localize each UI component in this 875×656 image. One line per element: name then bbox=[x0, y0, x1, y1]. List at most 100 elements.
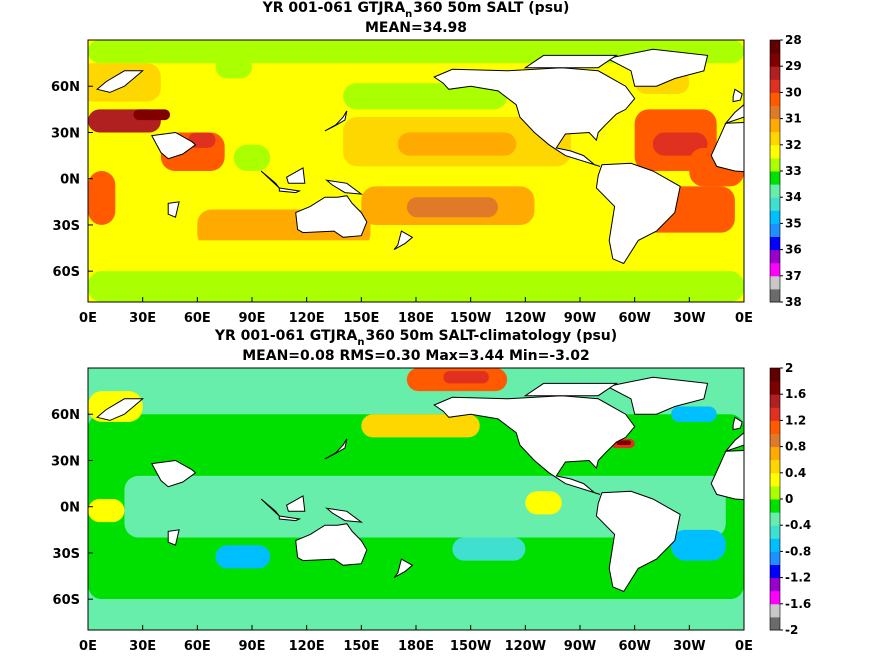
x-tick-label: 60E bbox=[184, 311, 211, 326]
landmass-5 bbox=[605, 376, 709, 415]
y-tick-label: 0N bbox=[60, 173, 80, 188]
colorbar-swatch bbox=[770, 40, 780, 54]
landmass-12 bbox=[324, 438, 348, 460]
x-tick-label: 120W bbox=[505, 639, 546, 654]
colorbar-swatch bbox=[770, 538, 780, 552]
value-region-1 bbox=[124, 475, 726, 538]
landmass-1 bbox=[151, 131, 197, 160]
value-region-6 bbox=[652, 132, 708, 156]
landmass-0 bbox=[710, 449, 744, 501]
colorbar-swatch bbox=[770, 53, 780, 67]
colorbar-swatch bbox=[770, 590, 780, 605]
x-tick-label: 0E bbox=[735, 311, 753, 326]
colorbar-swatch bbox=[770, 210, 780, 224]
value-region-2 bbox=[215, 545, 271, 569]
landmass-5 bbox=[605, 48, 709, 87]
colorbar-swatch bbox=[770, 197, 780, 211]
colorbar-swatch bbox=[770, 236, 780, 251]
colorbar-tick-label: 0 bbox=[785, 492, 793, 506]
y-axis-ticks: 60N 30N 0N 30S 60S bbox=[51, 408, 93, 608]
landmass-13 bbox=[167, 201, 180, 218]
colorbar-tick-label: 38 bbox=[785, 295, 802, 309]
x-tick-label: 90W bbox=[564, 639, 596, 654]
colorbar-swatch bbox=[770, 472, 780, 487]
y-tick-label: 30N bbox=[51, 126, 80, 141]
colorbar-swatch bbox=[770, 157, 780, 172]
y-tick-label: 30S bbox=[53, 547, 80, 562]
landmass-2 bbox=[724, 432, 744, 453]
salinity-anomaly-map-panel: YR 001-061 GTJRAn360 50m SALT-climatolog… bbox=[51, 328, 811, 654]
colorbar-tick-label: -0.8 bbox=[785, 544, 811, 558]
value-region-13 bbox=[88, 499, 125, 523]
colorbar-swatch bbox=[770, 407, 780, 421]
colorbar-swatch bbox=[770, 275, 780, 290]
y-tick-label: 60N bbox=[51, 80, 80, 95]
value-region-12 bbox=[233, 144, 271, 171]
colorbar-tick-label: 34 bbox=[785, 190, 802, 204]
colorbar-swatch bbox=[770, 525, 780, 539]
value-region-8 bbox=[443, 371, 489, 384]
x-tick-label: 180E bbox=[398, 311, 434, 326]
colorbar-swatch bbox=[770, 79, 780, 93]
panel-subtitle: MEAN=0.08 RMS=0.30 Max=3.44 Min=-3.02 bbox=[242, 348, 589, 364]
value-region-14 bbox=[525, 491, 562, 515]
colorbar-swatch bbox=[770, 171, 780, 185]
colorbar-swatch bbox=[770, 131, 780, 146]
colorbar-tick-label: 1.2 bbox=[785, 413, 806, 427]
value-region-22 bbox=[215, 55, 252, 79]
x-tick-label: 120E bbox=[289, 311, 325, 326]
landmass-10 bbox=[278, 187, 302, 194]
value-region-5 bbox=[88, 599, 744, 630]
y-tick-label: 30S bbox=[53, 219, 80, 234]
value-region-17 bbox=[88, 271, 744, 302]
y-tick-label: 60S bbox=[53, 593, 80, 608]
colorbar-swatch bbox=[770, 184, 780, 198]
colorbar-swatch bbox=[770, 499, 780, 513]
landmass-2 bbox=[724, 104, 744, 125]
y-tick-label: 60N bbox=[51, 408, 80, 423]
colorbar-swatch bbox=[770, 433, 780, 448]
value-region-10 bbox=[616, 440, 632, 446]
y-tick-label: 60S bbox=[53, 265, 80, 280]
panel-subtitle: MEAN=34.98 bbox=[365, 20, 467, 36]
colorbar-swatch bbox=[770, 420, 780, 434]
colorbar-swatch bbox=[770, 577, 780, 592]
colorbar-tick-label: -1.6 bbox=[785, 597, 811, 611]
colorbar-tick-label: 35 bbox=[785, 216, 802, 230]
value-region-14 bbox=[133, 109, 170, 121]
colorbar-tick-label: 29 bbox=[785, 59, 802, 73]
x-tick-label: 90E bbox=[239, 311, 266, 326]
continents bbox=[88, 48, 744, 302]
y-tick-label: 0N bbox=[60, 501, 80, 516]
value-region-18 bbox=[343, 83, 508, 110]
x-tick-label: 150E bbox=[343, 639, 379, 654]
colorbar-tick-label: 0.4 bbox=[785, 466, 806, 480]
value-region-11 bbox=[671, 406, 717, 422]
landmass-3 bbox=[96, 70, 145, 93]
landmass-9 bbox=[286, 167, 306, 184]
colorbar-swatch bbox=[770, 603, 780, 618]
value-region-4 bbox=[406, 197, 498, 218]
colorbar-swatch bbox=[770, 105, 780, 120]
colorbar-tick-label: 37 bbox=[785, 269, 802, 283]
landmass-15 bbox=[732, 88, 743, 103]
landmass-7 bbox=[295, 195, 368, 238]
colorbar: 28 29 30 31 32 33 34 35 36 37 38 bbox=[769, 33, 802, 309]
colorbar-swatch bbox=[770, 394, 780, 408]
value-region-6 bbox=[361, 414, 480, 438]
x-tick-label: 150W bbox=[450, 311, 491, 326]
colorbar-tick-label: -0.4 bbox=[785, 518, 811, 532]
panel-title: YR 001-061 GTJRAn360 50m SALT (psu) bbox=[262, 0, 570, 20]
x-tick-label: 180E bbox=[398, 639, 434, 654]
continents bbox=[88, 376, 744, 630]
x-axis-ticks: 0E 30E 60E 90E 120E 150E 180E 150W 120W 90W 60W 30W… bbox=[79, 625, 753, 654]
colorbar-tick-label: 1.6 bbox=[785, 387, 806, 401]
x-tick-label: 30W bbox=[673, 311, 705, 326]
landmass-4 bbox=[433, 67, 636, 167]
colorbar-swatch bbox=[770, 459, 780, 474]
colorbar-tick-label: 0.8 bbox=[785, 440, 806, 454]
landmass-1 bbox=[151, 459, 197, 488]
landmass-12 bbox=[324, 110, 348, 132]
x-tick-label: 30W bbox=[673, 639, 705, 654]
